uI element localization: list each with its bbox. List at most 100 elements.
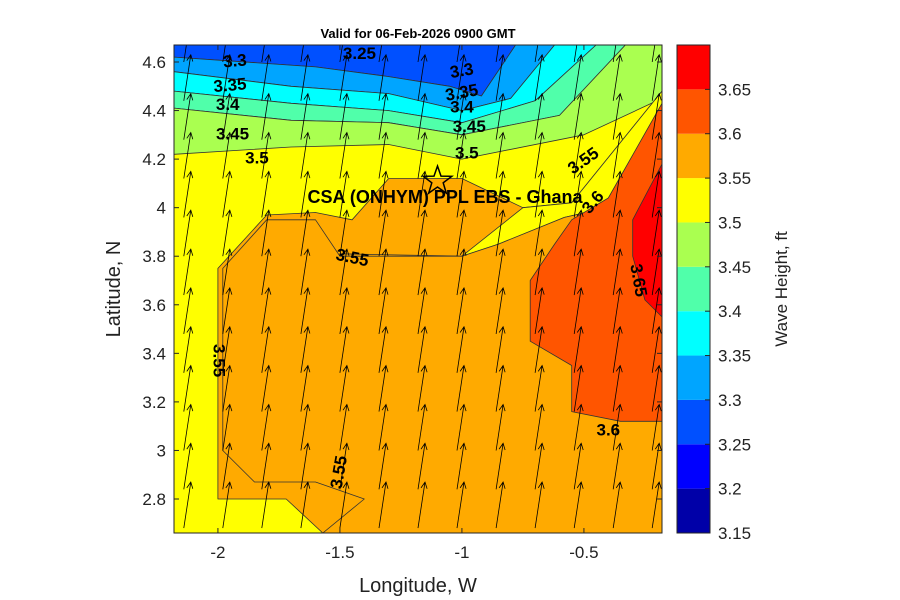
y-tick-label: 3.8	[142, 247, 166, 266]
wind-arrow-0	[183, 481, 194, 529]
wind-arrow-156	[651, 481, 662, 529]
wind-arrow-144	[612, 442, 623, 490]
wind-arrow-99	[456, 170, 467, 218]
colorbar-swatch-3.65	[677, 45, 710, 90]
wind-arrow-94	[456, 364, 467, 412]
wind-arrow-82	[417, 325, 428, 373]
wind-arrow-59	[339, 209, 350, 257]
wind-arrow-122	[534, 286, 545, 334]
wind-arrow-76	[378, 53, 389, 101]
wind-arrow-53	[339, 442, 350, 490]
wind-arrow-47	[300, 170, 311, 218]
wind-arrow-34	[261, 170, 272, 218]
wind-arrow-93	[456, 403, 467, 451]
wind-arrow-70	[378, 286, 389, 334]
wind-arrow-1	[183, 442, 194, 490]
wind-arrow-101	[456, 92, 467, 140]
wind-arrow-44	[300, 286, 311, 334]
contour-label: 3.45	[453, 117, 486, 136]
wind-arrow-81	[417, 364, 428, 412]
contour-label: 3.25	[343, 44, 376, 63]
wind-arrow-60	[339, 170, 350, 218]
wind-arrow-168	[651, 45, 656, 63]
wind-arrow-157	[651, 442, 662, 490]
wind-arrow-162	[651, 248, 662, 296]
wind-arrow-111	[495, 209, 506, 257]
wind-arrow-100	[456, 131, 467, 179]
site-marker-group: CSA (ONHYM) PPL EBS - Ghana	[307, 163, 584, 207]
wind-arrow-123	[534, 248, 545, 296]
y-axis-label: Latitude, N	[103, 241, 125, 338]
wind-arrow-113	[495, 131, 506, 179]
wind-arrow-46	[300, 209, 311, 257]
wind-arrow-25	[222, 45, 226, 63]
wind-arrow-138	[573, 170, 584, 218]
x-tick-label: -1	[454, 543, 469, 562]
colorbar-frame	[676, 44, 711, 534]
contour-label: 3.5	[245, 149, 269, 168]
wind-arrow-95	[456, 325, 467, 373]
wind-arrow-21	[222, 170, 233, 218]
wind-arrow-18	[222, 286, 233, 334]
wind-arrow-165	[651, 131, 662, 179]
wind-arrow-14	[222, 442, 233, 490]
wind-arrow-40	[300, 442, 311, 490]
wind-arrow-16	[222, 364, 233, 412]
wind-arrow-118	[534, 442, 545, 490]
colorbar-tick-label: 3.4	[718, 302, 742, 321]
wind-arrow-161	[651, 286, 662, 334]
wind-arrow-107	[495, 364, 506, 412]
wind-arrow-125	[534, 170, 545, 218]
wind-arrow-73	[378, 170, 389, 218]
wind-arrow-39	[300, 481, 311, 529]
contour-label: 3.5	[455, 144, 479, 163]
wind-arrow-85	[417, 209, 428, 257]
colorbar-swatch-3.6	[677, 89, 710, 134]
y-tick-label: 4.2	[142, 150, 166, 169]
wind-arrow-140	[573, 92, 584, 140]
colorbar-swatch-3.2	[677, 444, 710, 489]
y-tick-label: 4.4	[142, 102, 166, 121]
wind-arrow-58	[339, 248, 350, 296]
wind-arrow-63	[339, 53, 350, 101]
wind-arrow-163	[651, 209, 662, 257]
wind-arrow-158	[651, 403, 662, 451]
wind-arrow-155	[612, 45, 617, 63]
wind-arrow-11	[183, 53, 194, 101]
wind-arrow-84	[417, 248, 428, 296]
wind-arrow-15	[222, 403, 233, 451]
wind-arrow-24	[222, 53, 233, 101]
x-tick-label: -1.5	[325, 543, 354, 562]
wind-arrow-30	[261, 325, 272, 373]
wind-arrow-121	[534, 325, 545, 373]
wind-arrow-74	[378, 131, 389, 179]
wind-arrow-120	[534, 364, 545, 412]
wind-arrow-137	[573, 209, 584, 257]
wind-arrow-151	[612, 170, 623, 218]
wind-arrow-132	[573, 403, 584, 451]
wind-arrow-36	[261, 92, 272, 140]
wind-arrow-149	[612, 248, 623, 296]
colorbar-tick-label: 3.65	[718, 80, 751, 99]
wind-arrow-116	[495, 45, 500, 63]
wind-arrow-159	[651, 364, 662, 412]
wind-arrow-166	[651, 92, 662, 140]
colorbar-tick-label: 3.2	[718, 480, 742, 499]
wind-arrow-42	[300, 364, 311, 412]
wind-arrow-103	[456, 45, 460, 63]
wind-arrow-45	[300, 248, 311, 296]
wind-arrow-50	[300, 53, 311, 101]
wind-arrow-114	[495, 92, 506, 140]
wind-arrow-164	[651, 170, 662, 218]
colorbar-swatch-3.15	[677, 488, 710, 533]
wind-arrow-147	[612, 325, 623, 373]
colorbar-swatch-3.45	[677, 222, 710, 267]
wind-arrow-83	[417, 286, 428, 334]
wind-arrow-92	[456, 442, 467, 490]
wind-arrow-72	[378, 209, 389, 257]
site-star-icon	[421, 163, 454, 195]
x-axis-label: Longitude, W	[359, 575, 477, 597]
contour-label: 3.3	[448, 59, 475, 82]
colorbar-swatch-3.3	[677, 355, 710, 400]
wind-arrow-89	[417, 53, 428, 101]
